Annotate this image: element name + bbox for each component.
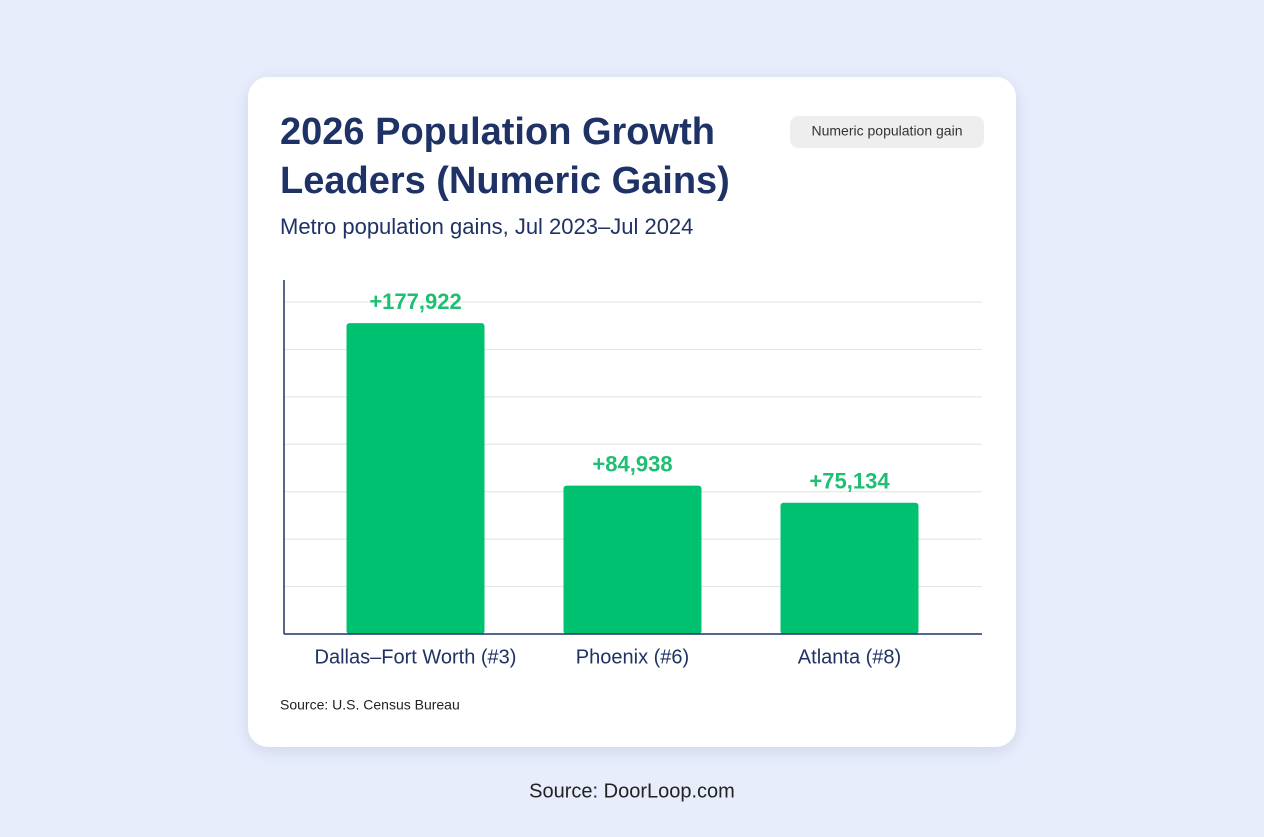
chart-title: 2026 Population Growth: [280, 111, 715, 153]
value-label: +84,938: [592, 451, 672, 476]
source: Source: U.S. Census Bureau: [280, 697, 460, 713]
value-label: +177,922: [369, 289, 461, 314]
badge: [790, 116, 984, 148]
x-tick-label: Atlanta (#8): [798, 646, 901, 668]
bar: [780, 502, 919, 634]
bar: [346, 323, 485, 634]
bar: [563, 485, 702, 634]
x-tick-label: Phoenix (#6): [576, 646, 689, 668]
x-tick-label: Dallas–Fort Worth (#3): [315, 646, 517, 668]
badge-text: Numeric population gain: [812, 123, 963, 139]
footer: Source: DoorLoop.com: [529, 780, 735, 802]
value-label: +75,134: [809, 469, 890, 494]
chart-title: Leaders (Numeric Gains): [280, 160, 730, 202]
chart-subtitle: Metro population gains, Jul 2023–Jul 202…: [280, 214, 693, 239]
